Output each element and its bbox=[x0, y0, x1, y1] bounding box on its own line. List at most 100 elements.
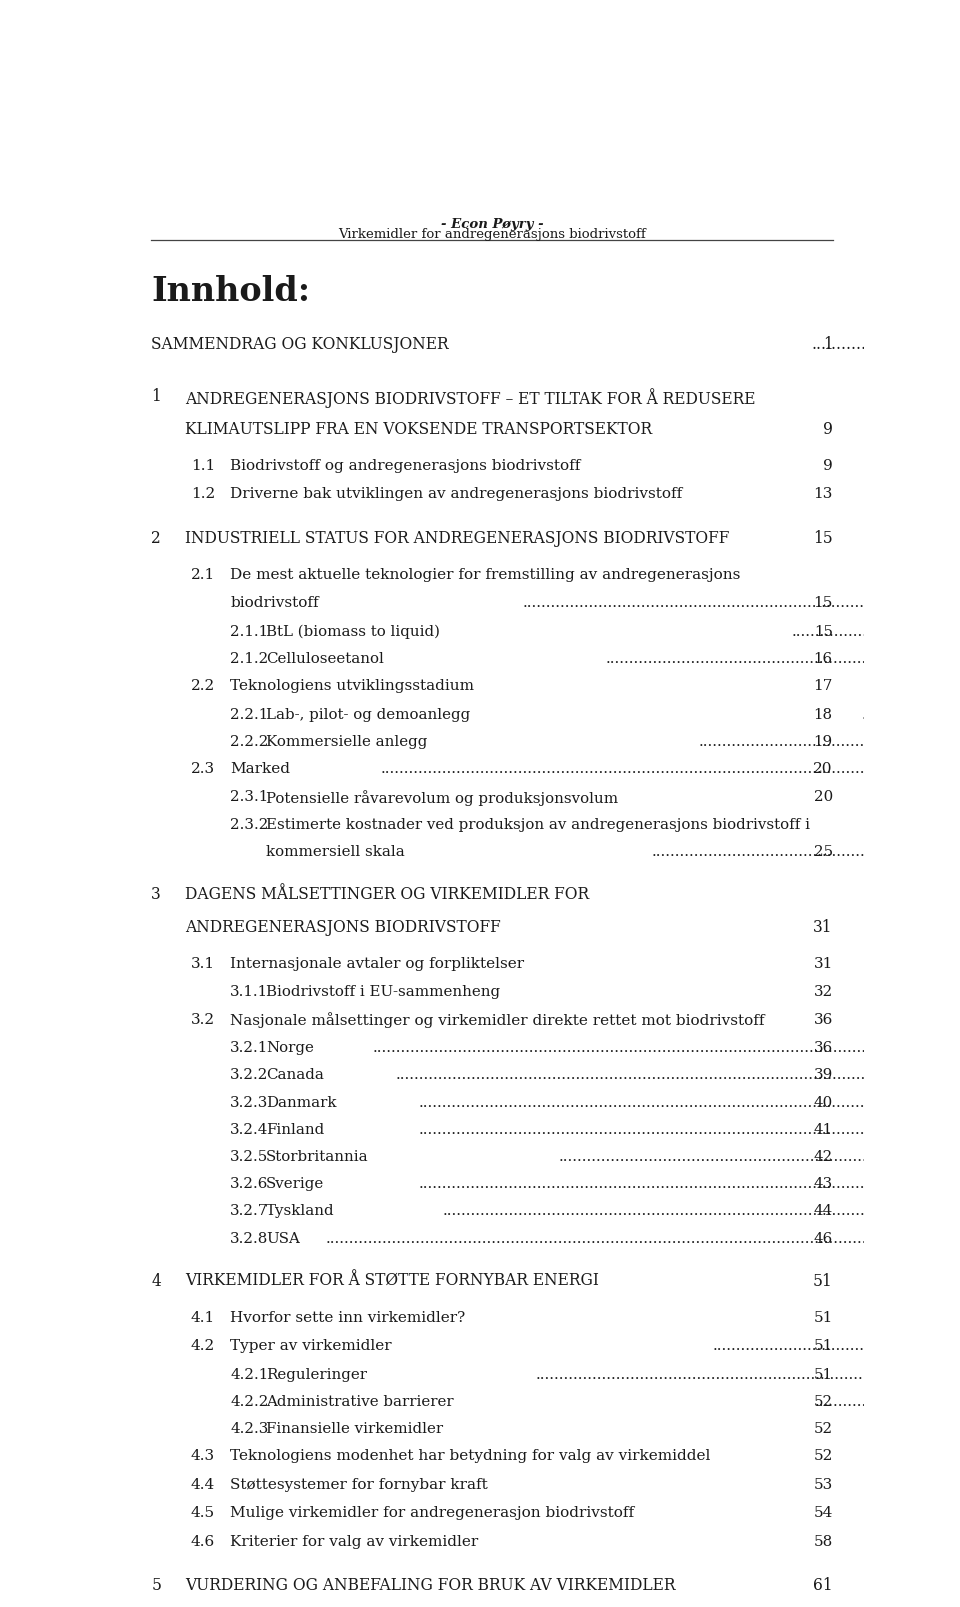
Text: 4.3: 4.3 bbox=[191, 1450, 215, 1464]
Text: 40: 40 bbox=[813, 1096, 832, 1109]
Text: Internasjonale avtaler og forpliktelser: Internasjonale avtaler og forpliktelser bbox=[230, 956, 524, 971]
Text: Canada: Canada bbox=[266, 1069, 324, 1082]
Text: 17: 17 bbox=[813, 680, 832, 693]
Text: ................................................................................: ........................................… bbox=[949, 1311, 960, 1324]
Text: 19: 19 bbox=[814, 734, 832, 749]
Text: ................................................................................: ........................................… bbox=[559, 1151, 960, 1163]
Text: 2.1: 2.1 bbox=[191, 567, 215, 582]
Text: 31: 31 bbox=[813, 919, 832, 937]
Text: ................................................................................: ........................................… bbox=[901, 919, 960, 937]
Text: 9: 9 bbox=[823, 421, 832, 439]
Text: 1.1: 1.1 bbox=[191, 460, 215, 472]
Text: BtL (biomass to liquid): BtL (biomass to liquid) bbox=[266, 625, 440, 640]
Text: Nasjonale målsettinger og virkemidler direkte rettet mot biodrivstoff: Nasjonale målsettinger og virkemidler di… bbox=[230, 1012, 764, 1028]
Text: ................................................................................: ........................................… bbox=[699, 734, 960, 749]
Text: 54: 54 bbox=[813, 1506, 832, 1520]
Text: 41: 41 bbox=[814, 1123, 832, 1136]
Text: Norge: Norge bbox=[266, 1041, 314, 1056]
Text: 2: 2 bbox=[152, 530, 161, 546]
Text: 32: 32 bbox=[813, 985, 832, 1000]
Text: 2.2.1: 2.2.1 bbox=[230, 707, 269, 722]
Text: 43: 43 bbox=[813, 1178, 832, 1191]
Text: Driverne bak utviklingen av andregenerasjons biodrivstoff: Driverne bak utviklingen av andregeneras… bbox=[230, 487, 683, 501]
Text: Støttesystemer for fornybar kraft: Støttesystemer for fornybar kraft bbox=[230, 1478, 488, 1491]
Text: VIRKEMIDLER FOR Å STØTTE FORNYBAR ENERGI: VIRKEMIDLER FOR Å STØTTE FORNYBAR ENERGI bbox=[185, 1273, 599, 1290]
Text: 15: 15 bbox=[813, 596, 832, 611]
Text: 31: 31 bbox=[813, 956, 832, 971]
Text: ................................................................................: ........................................… bbox=[815, 1395, 960, 1409]
Text: 2.3.1: 2.3.1 bbox=[230, 791, 269, 805]
Text: 5: 5 bbox=[152, 1578, 161, 1594]
Text: Lab-, pilot- og demoanlegg: Lab-, pilot- og demoanlegg bbox=[266, 707, 470, 722]
Text: 4: 4 bbox=[152, 1273, 161, 1290]
Text: ANDREGENERASJONS BIODRIVSTOFF: ANDREGENERASJONS BIODRIVSTOFF bbox=[185, 919, 501, 937]
Text: ................................................................................: ........................................… bbox=[812, 336, 960, 354]
Text: 4.4: 4.4 bbox=[191, 1478, 215, 1491]
Text: 2.3: 2.3 bbox=[191, 762, 215, 776]
Text: - Econ Pøyry -: - Econ Pøyry - bbox=[441, 219, 543, 231]
Text: USA: USA bbox=[266, 1231, 300, 1245]
Text: 15: 15 bbox=[814, 625, 832, 638]
Text: 4.2.1: 4.2.1 bbox=[230, 1368, 269, 1382]
Text: Marked: Marked bbox=[230, 762, 290, 776]
Text: ................................................................................: ........................................… bbox=[712, 1339, 960, 1353]
Text: 53: 53 bbox=[813, 1478, 832, 1491]
Text: ................................................................................: ........................................… bbox=[396, 1069, 960, 1082]
Text: ................................................................................: ........................................… bbox=[443, 1204, 960, 1218]
Text: ANDREGENERASJONS BIODRIVSTOFF – ET TILTAK FOR Å REDUSERE: ANDREGENERASJONS BIODRIVSTOFF – ET TILTA… bbox=[185, 389, 756, 408]
Text: DAGENS MÅLSETTINGER OG VIRKEMIDLER FOR: DAGENS MÅLSETTINGER OG VIRKEMIDLER FOR bbox=[185, 887, 589, 903]
Text: Reguleringer: Reguleringer bbox=[266, 1368, 367, 1382]
Text: 3.2.3: 3.2.3 bbox=[230, 1096, 269, 1109]
Text: ................................................................................: ........................................… bbox=[605, 652, 960, 665]
Text: ................................................................................: ........................................… bbox=[522, 596, 960, 611]
Text: 4.5: 4.5 bbox=[191, 1506, 215, 1520]
Text: ................................................................................: ........................................… bbox=[908, 985, 960, 1000]
Text: 2.2: 2.2 bbox=[191, 680, 215, 693]
Text: 36: 36 bbox=[813, 1041, 832, 1056]
Text: 3.2.5: 3.2.5 bbox=[230, 1151, 269, 1163]
Text: Tyskland: Tyskland bbox=[266, 1204, 334, 1218]
Text: ................................................................................: ........................................… bbox=[792, 1422, 960, 1437]
Text: Danmark: Danmark bbox=[266, 1096, 336, 1109]
Text: 2.3.2: 2.3.2 bbox=[230, 818, 269, 832]
Text: Biodrivstoff og andregenerasjons biodrivstoff: Biodrivstoff og andregenerasjons biodriv… bbox=[230, 460, 581, 472]
Text: 25: 25 bbox=[814, 845, 832, 860]
Text: Estimerte kostnader ved produksjon av andregenerasjons biodrivstoff i: Estimerte kostnader ved produksjon av an… bbox=[266, 818, 810, 832]
Text: INDUSTRIELL STATUS FOR ANDREGENERASJONS BIODRIVSTOFF: INDUSTRIELL STATUS FOR ANDREGENERASJONS … bbox=[185, 530, 730, 546]
Text: 16: 16 bbox=[814, 652, 832, 665]
Text: 52: 52 bbox=[814, 1422, 832, 1437]
Text: 3.2.1: 3.2.1 bbox=[230, 1041, 269, 1056]
Text: 3.2.8: 3.2.8 bbox=[230, 1231, 269, 1245]
Text: 51: 51 bbox=[813, 1339, 832, 1353]
Text: 61: 61 bbox=[813, 1578, 832, 1594]
Text: Celluloseetanol: Celluloseetanol bbox=[266, 652, 384, 665]
Text: Kommersielle anlegg: Kommersielle anlegg bbox=[266, 734, 427, 749]
Text: Administrative barrierer: Administrative barrierer bbox=[266, 1395, 453, 1409]
Text: 20: 20 bbox=[813, 762, 832, 776]
Text: 4.1: 4.1 bbox=[191, 1311, 215, 1324]
Text: 1: 1 bbox=[152, 389, 161, 405]
Text: 3.1.1: 3.1.1 bbox=[230, 985, 268, 1000]
Text: 3.2.7: 3.2.7 bbox=[230, 1204, 269, 1218]
Text: ................................................................................: ........................................… bbox=[419, 1123, 960, 1136]
Text: 4.2.3: 4.2.3 bbox=[230, 1422, 269, 1437]
Text: 44: 44 bbox=[813, 1204, 832, 1218]
Text: Sverige: Sverige bbox=[266, 1178, 324, 1191]
Text: 4.2: 4.2 bbox=[191, 1339, 215, 1353]
Text: KLIMAUTSLIPP FRA EN VOKSENDE TRANSPORTSEKTOR: KLIMAUTSLIPP FRA EN VOKSENDE TRANSPORTSE… bbox=[185, 421, 653, 439]
Text: 3.2.6: 3.2.6 bbox=[230, 1178, 269, 1191]
Text: Teknologiens utviklingsstadium: Teknologiens utviklingsstadium bbox=[230, 680, 474, 693]
Text: 58: 58 bbox=[813, 1535, 832, 1549]
Text: 51: 51 bbox=[813, 1273, 832, 1290]
Text: biodrivstoff: biodrivstoff bbox=[230, 596, 319, 611]
Text: 3.2.2: 3.2.2 bbox=[230, 1069, 269, 1082]
Text: Teknologiens modenhet har betydning for valg av virkemiddel: Teknologiens modenhet har betydning for … bbox=[230, 1450, 710, 1464]
Text: 9: 9 bbox=[823, 460, 832, 472]
Text: ................................................................................: ........................................… bbox=[536, 1368, 960, 1382]
Text: ................................................................................: ........................................… bbox=[949, 680, 960, 693]
Text: 52: 52 bbox=[814, 1395, 832, 1409]
Text: ................................................................................: ........................................… bbox=[372, 1041, 943, 1056]
Text: Hvorfor sette inn virkemidler?: Hvorfor sette inn virkemidler? bbox=[230, 1311, 466, 1324]
Text: Virkemidler for andregenerasjons biodrivstoff: Virkemidler for andregenerasjons biodriv… bbox=[338, 228, 646, 241]
Text: ................................................................................: ........................................… bbox=[325, 1231, 896, 1245]
